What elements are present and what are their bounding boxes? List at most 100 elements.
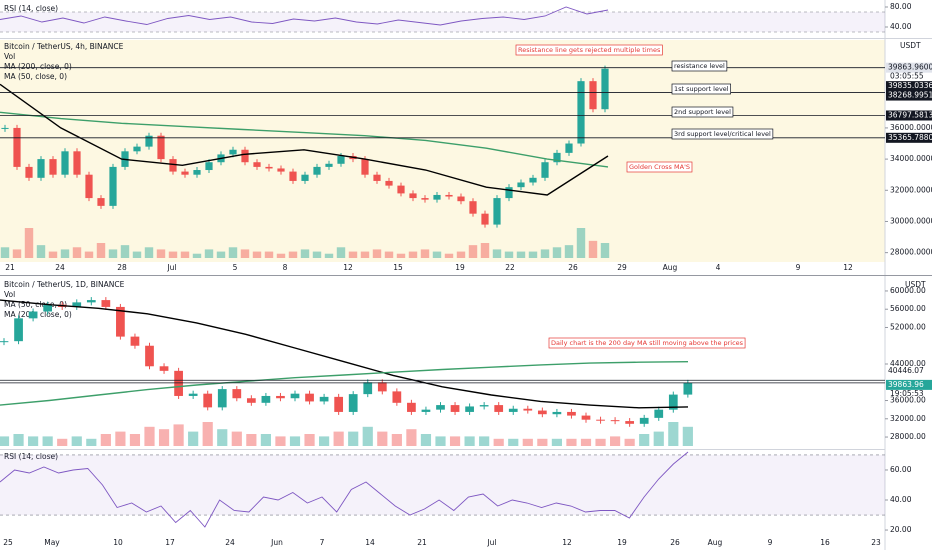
legend-item: MA (50, close, 0) xyxy=(4,72,67,81)
candle-body xyxy=(109,166,117,206)
volume-bar xyxy=(0,436,10,446)
volume-bar xyxy=(580,438,592,446)
candle-body xyxy=(61,151,69,175)
volume-bar xyxy=(576,228,586,258)
x-tick-label: 24 xyxy=(55,263,65,272)
volume-bar xyxy=(304,434,315,446)
volume-bar xyxy=(480,243,490,258)
volume-bar xyxy=(348,431,359,446)
y-tick-label: 34000.000000 xyxy=(890,154,932,163)
x-tick-label: Jul xyxy=(166,263,176,272)
volume-bar xyxy=(28,436,39,446)
volume-bar xyxy=(115,431,126,446)
volume-bar xyxy=(13,434,24,446)
candle-body xyxy=(409,193,417,199)
candle-body xyxy=(217,389,227,408)
candle-body xyxy=(541,162,549,178)
candle-body xyxy=(552,411,562,415)
x-tick-label: 4 xyxy=(716,263,721,272)
candle-body xyxy=(529,177,537,183)
candle-body xyxy=(246,398,256,403)
candle-body xyxy=(385,180,393,186)
y-tick-label: 44000.00 xyxy=(890,359,926,368)
volume-bar xyxy=(173,424,184,446)
x-tick-label: 12 xyxy=(843,263,853,272)
label-text: resistance level xyxy=(674,62,725,70)
volume-bar xyxy=(682,426,693,446)
label-frame xyxy=(515,44,663,56)
candle-body xyxy=(577,81,585,144)
volume-bar xyxy=(60,249,70,258)
label-text: Daily chart is the 200 day MA still movi… xyxy=(551,339,744,347)
x-tick-label: 16 xyxy=(820,538,830,547)
volume-bar xyxy=(564,245,574,258)
candle-body xyxy=(169,159,177,172)
candle-body xyxy=(159,366,169,371)
x-tick-label: 7 xyxy=(320,538,325,547)
x-tick-label: 5 xyxy=(233,263,238,272)
y-tick-label: 80.00 xyxy=(890,2,912,11)
label-frame xyxy=(671,106,734,118)
volume-bar xyxy=(288,251,298,258)
candle-body xyxy=(445,194,453,197)
x-tick-label: Jul xyxy=(486,538,496,547)
volume-bar xyxy=(435,436,446,446)
volume-bar xyxy=(420,434,432,446)
volume-bar xyxy=(158,429,170,446)
price-badge xyxy=(886,132,932,143)
candle-body xyxy=(505,187,513,199)
label-frame xyxy=(671,83,731,95)
legend-item: Vol xyxy=(4,290,15,299)
volume-bar xyxy=(188,431,199,446)
candle-body xyxy=(301,174,309,181)
candle-body xyxy=(232,389,242,399)
x-tick-label: 17 xyxy=(165,538,175,547)
candle-body xyxy=(1,127,9,129)
candle-body xyxy=(319,396,329,402)
candle-body xyxy=(265,166,273,169)
candle-body xyxy=(433,194,441,200)
volume-bar xyxy=(449,436,461,446)
candle-body xyxy=(241,149,249,163)
candle-body xyxy=(517,182,525,188)
volume-bar xyxy=(48,251,58,258)
volume-bar xyxy=(432,251,442,258)
price-badge-label: 38268.99510 xyxy=(888,91,932,100)
volume-bar xyxy=(144,426,155,446)
candle-body xyxy=(465,406,474,412)
price-badge xyxy=(886,379,932,390)
candle-body xyxy=(97,198,105,206)
candle-body xyxy=(229,149,237,155)
x-tick-label: 21 xyxy=(417,538,427,547)
candle-body xyxy=(625,421,635,424)
volume-bar xyxy=(588,240,598,258)
currency: USDT xyxy=(900,41,921,50)
y-tick-label: 40.00 xyxy=(890,495,912,504)
x-tick-label: 8 xyxy=(283,263,288,272)
candle-body xyxy=(683,382,693,395)
x-tick-label: 29 xyxy=(617,263,627,272)
ma50-line xyxy=(0,299,689,409)
volume-bar xyxy=(360,251,370,258)
candle-body xyxy=(261,395,271,403)
volume-bar xyxy=(168,251,178,258)
label-text: 3rd support level/critical level xyxy=(674,130,771,138)
panel-rsi-background xyxy=(0,450,885,535)
countdown: 03:05:55 xyxy=(890,72,924,81)
x-tick-label: Aug xyxy=(708,538,723,547)
volume-bar xyxy=(217,429,228,446)
ma200-line xyxy=(0,111,609,168)
x-tick-label: Jun xyxy=(270,538,283,547)
x-tick-label: Aug xyxy=(663,263,678,272)
price-badge-label: 39863.96 xyxy=(888,380,924,389)
candle-body xyxy=(392,391,402,403)
volume-bar xyxy=(508,438,519,446)
y-tick-label: 28000.00 xyxy=(890,432,926,441)
x-tick-label: 15 xyxy=(393,263,403,272)
indicator-title: RSI (14, close) xyxy=(4,452,58,461)
volume-bar xyxy=(252,251,262,258)
candle-body xyxy=(481,213,489,225)
volume-bar xyxy=(289,436,301,446)
currency: USDT xyxy=(905,280,926,289)
volume-bar xyxy=(377,431,388,446)
